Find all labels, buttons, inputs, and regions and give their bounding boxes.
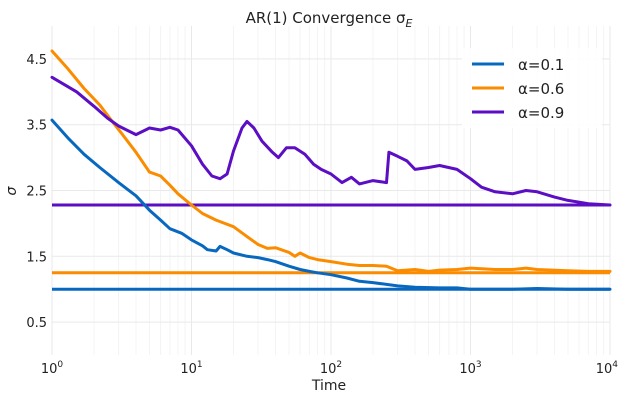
chart-title: AR(1) Convergence σE xyxy=(246,9,413,30)
y-tick-label: 4.5 xyxy=(26,53,47,68)
y-tick-label: 2.5 xyxy=(26,185,47,200)
x-tick-labels: 100 101 102 103 104 xyxy=(41,360,618,377)
legend-label-3: α=0.9 xyxy=(518,104,564,122)
x-tick-label: 101 xyxy=(180,360,202,377)
legend: α=0.1 α=0.6 α=0.9 xyxy=(462,48,602,128)
x-tick-label: 100 xyxy=(41,360,64,377)
x-axis-label: Time xyxy=(311,378,346,394)
x-tick-label: 103 xyxy=(459,360,481,377)
legend-label-1: α=0.1 xyxy=(518,56,564,74)
chart-title-subscript: E xyxy=(405,17,412,30)
series-line-2 xyxy=(50,49,612,273)
series-line-1 xyxy=(50,118,612,291)
x-tick-label: 102 xyxy=(320,360,342,377)
x-tick-label: 104 xyxy=(596,360,619,377)
y-axis-label: σ xyxy=(4,185,20,195)
y-tick-label: 3.5 xyxy=(26,119,47,134)
y-tick-label: 1.5 xyxy=(26,250,47,265)
y-tick-labels: 0.5 1.5 2.5 3.5 4.5 xyxy=(26,53,47,331)
y-tick-label: 0.5 xyxy=(26,316,47,331)
series-line-3 xyxy=(50,75,612,207)
series-lines xyxy=(50,49,612,291)
legend-label-2: α=0.6 xyxy=(518,80,564,98)
grid xyxy=(51,26,611,355)
